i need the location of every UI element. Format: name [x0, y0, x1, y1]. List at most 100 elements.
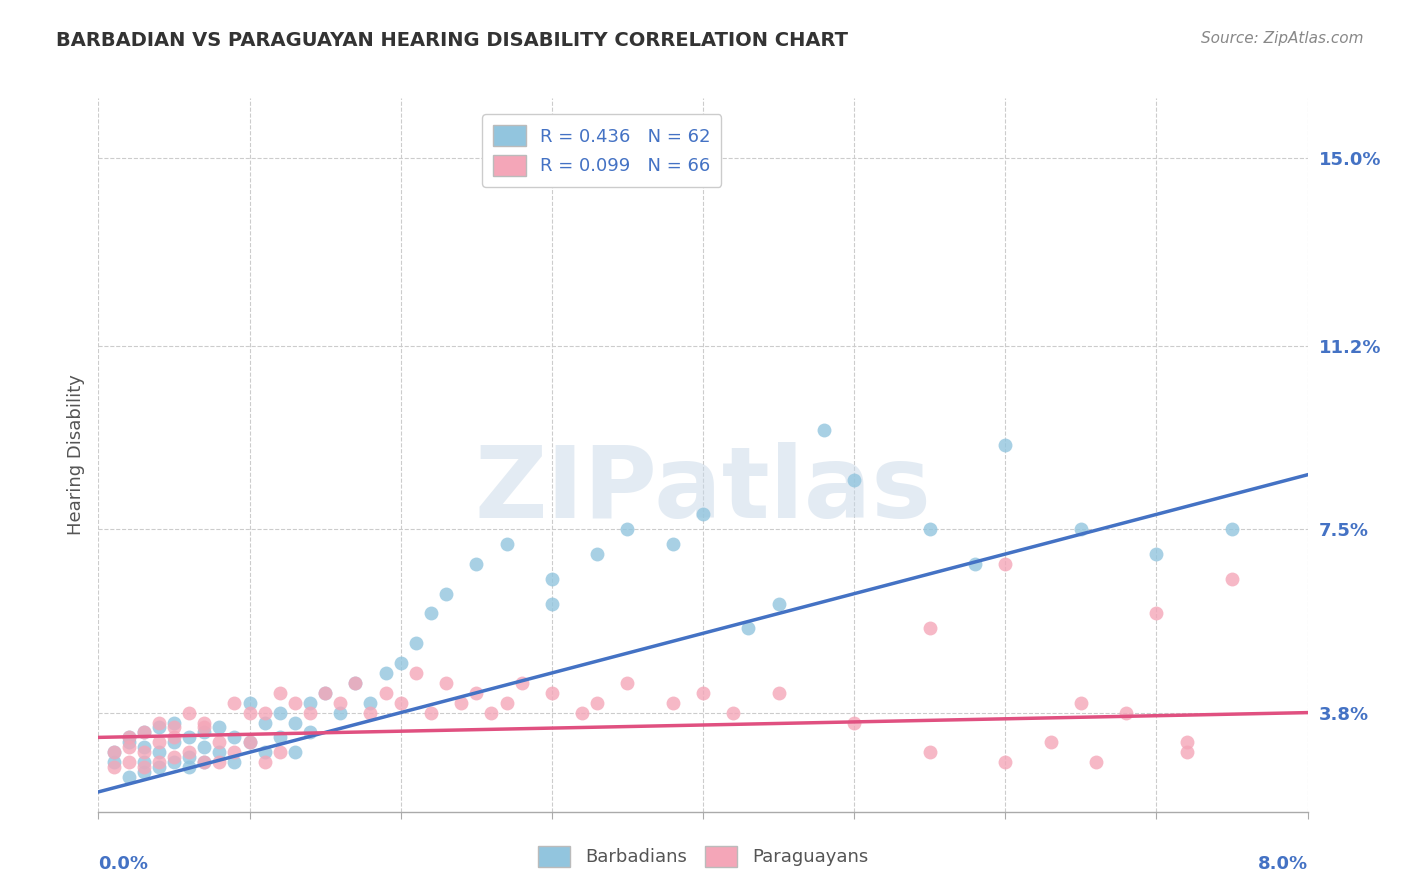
- Text: BARBADIAN VS PARAGUAYAN HEARING DISABILITY CORRELATION CHART: BARBADIAN VS PARAGUAYAN HEARING DISABILI…: [56, 31, 848, 50]
- Point: [284, 715, 307, 730]
- Point: [434, 676, 457, 690]
- Point: [118, 731, 141, 745]
- Point: [239, 735, 262, 749]
- Point: [269, 706, 291, 720]
- Point: [148, 755, 170, 769]
- Point: [405, 636, 427, 650]
- Point: [723, 706, 745, 720]
- Point: [224, 755, 246, 769]
- Point: [118, 770, 141, 784]
- Point: [208, 745, 231, 759]
- Point: [571, 706, 593, 720]
- Point: [284, 745, 307, 759]
- Point: [148, 715, 170, 730]
- Point: [616, 676, 638, 690]
- Point: [813, 423, 835, 437]
- Point: [918, 522, 941, 536]
- Point: [193, 740, 215, 755]
- Point: [224, 731, 246, 745]
- Point: [208, 755, 231, 769]
- Point: [163, 735, 186, 749]
- Point: [148, 760, 170, 774]
- Point: [479, 706, 503, 720]
- Legend: Barbadians, Paraguayans: Barbadians, Paraguayans: [530, 838, 876, 874]
- Point: [540, 686, 562, 700]
- Point: [193, 715, 215, 730]
- Point: [224, 696, 246, 710]
- Point: [359, 696, 381, 710]
- Point: [389, 696, 412, 710]
- Point: [103, 745, 125, 759]
- Point: [193, 721, 215, 735]
- Point: [132, 765, 155, 780]
- Point: [239, 735, 262, 749]
- Point: [1085, 755, 1108, 769]
- Point: [314, 686, 336, 700]
- Point: [148, 735, 170, 749]
- Point: [132, 755, 155, 769]
- Point: [1220, 572, 1243, 586]
- Point: [344, 676, 367, 690]
- Point: [465, 557, 488, 571]
- Point: [224, 745, 246, 759]
- Text: 8.0%: 8.0%: [1257, 855, 1308, 872]
- Point: [918, 745, 941, 759]
- Point: [132, 725, 155, 739]
- Point: [208, 721, 231, 735]
- Point: [374, 665, 396, 680]
- Point: [132, 760, 155, 774]
- Point: [450, 696, 472, 710]
- Point: [344, 676, 367, 690]
- Point: [994, 755, 1017, 769]
- Point: [965, 557, 987, 571]
- Point: [163, 750, 186, 764]
- Point: [269, 745, 291, 759]
- Point: [419, 607, 441, 621]
- Point: [179, 731, 201, 745]
- Point: [253, 706, 276, 720]
- Point: [193, 755, 215, 769]
- Point: [374, 686, 396, 700]
- Point: [253, 715, 276, 730]
- Point: [994, 438, 1017, 452]
- Point: [132, 740, 155, 755]
- Point: [253, 755, 276, 769]
- Point: [148, 745, 170, 759]
- Point: [465, 686, 488, 700]
- Point: [163, 731, 186, 745]
- Point: [661, 537, 683, 551]
- Point: [208, 735, 231, 749]
- Point: [329, 696, 352, 710]
- Point: [1070, 522, 1092, 536]
- Point: [103, 760, 125, 774]
- Point: [405, 665, 427, 680]
- Point: [118, 740, 141, 755]
- Point: [1220, 522, 1243, 536]
- Point: [768, 597, 790, 611]
- Point: [692, 686, 714, 700]
- Point: [540, 597, 562, 611]
- Point: [193, 755, 215, 769]
- Text: 0.0%: 0.0%: [98, 855, 149, 872]
- Y-axis label: Hearing Disability: Hearing Disability: [66, 375, 84, 535]
- Point: [314, 686, 336, 700]
- Text: ZIPatlas: ZIPatlas: [475, 442, 931, 539]
- Point: [1175, 745, 1198, 759]
- Point: [1144, 607, 1167, 621]
- Point: [844, 473, 866, 487]
- Point: [329, 706, 352, 720]
- Legend: R = 0.436   N = 62, R = 0.099   N = 66: R = 0.436 N = 62, R = 0.099 N = 66: [482, 114, 721, 186]
- Point: [284, 696, 307, 710]
- Point: [269, 731, 291, 745]
- Point: [540, 572, 562, 586]
- Point: [103, 745, 125, 759]
- Point: [132, 745, 155, 759]
- Point: [692, 508, 714, 522]
- Point: [768, 686, 790, 700]
- Point: [132, 725, 155, 739]
- Point: [737, 621, 759, 635]
- Point: [586, 547, 609, 561]
- Point: [269, 686, 291, 700]
- Text: Source: ZipAtlas.com: Source: ZipAtlas.com: [1201, 31, 1364, 46]
- Point: [179, 706, 201, 720]
